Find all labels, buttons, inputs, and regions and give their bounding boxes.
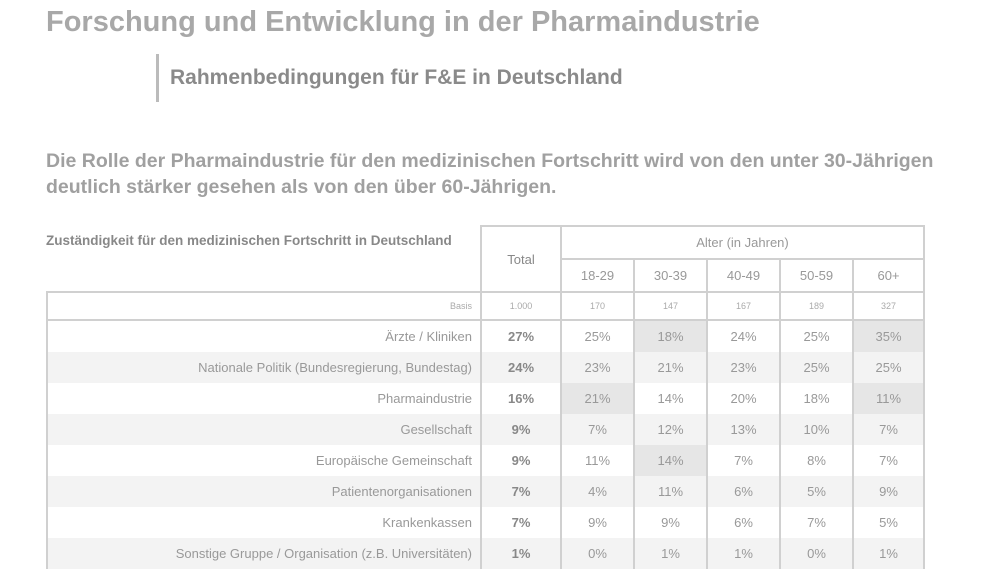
- age-value: 8%: [779, 445, 854, 476]
- table-row: Krankenkassen 7% 9% 9% 6% 7% 5%: [46, 507, 925, 538]
- age-value: 11%: [560, 445, 635, 476]
- age-value: 0%: [560, 538, 635, 569]
- age-value: 6%: [706, 476, 781, 507]
- basis-label: Basis: [46, 291, 482, 321]
- row-label: Gesellschaft: [46, 414, 482, 445]
- age-group-3: 50-59: [779, 258, 854, 293]
- row-label: Ärzte / Kliniken: [46, 320, 482, 352]
- age-value: 25%: [560, 320, 635, 352]
- age-value: 11%: [852, 383, 925, 414]
- age-value: 14%: [633, 445, 708, 476]
- basis-value: 170: [560, 291, 635, 321]
- age-value: 18%: [779, 383, 854, 414]
- age-value: 4%: [560, 476, 635, 507]
- table-row: Europäische Gemeinschaft 9% 11% 14% 7% 8% 7%: [46, 445, 925, 476]
- basis-value: 1.000: [480, 291, 562, 321]
- age-value: 7%: [560, 414, 635, 445]
- row-label: Nationale Politik (Bundesregierung, Bund…: [46, 352, 482, 383]
- age-value: 21%: [560, 383, 635, 414]
- age-value: 11%: [633, 476, 708, 507]
- age-value: 23%: [560, 352, 635, 383]
- age-value: 5%: [852, 507, 925, 538]
- age-value: 0%: [779, 538, 854, 569]
- basis-value: 189: [779, 291, 854, 321]
- age-group-0: 18-29: [560, 258, 635, 293]
- row-label: Sonstige Gruppe / Organisation (z.B. Uni…: [46, 538, 482, 569]
- age-value: 7%: [779, 507, 854, 538]
- total-value: 9%: [480, 445, 562, 476]
- age-value: 1%: [706, 538, 781, 569]
- age-value: 14%: [633, 383, 708, 414]
- age-group-2: 40-49: [706, 258, 781, 293]
- age-value: 25%: [779, 352, 854, 383]
- age-value: 13%: [706, 414, 781, 445]
- total-value: 27%: [480, 320, 562, 352]
- total-value: 7%: [480, 507, 562, 538]
- age-value: 7%: [706, 445, 781, 476]
- total-value: 24%: [480, 352, 562, 383]
- total-value: 9%: [480, 414, 562, 445]
- row-label: Europäische Gemeinschaft: [46, 445, 482, 476]
- question-label: Zuständigkeit für den medizinischen Fort…: [46, 233, 452, 248]
- age-value: 35%: [852, 320, 925, 352]
- age-value: 1%: [852, 538, 925, 569]
- age-value: 6%: [706, 507, 781, 538]
- age-value: 9%: [852, 476, 925, 507]
- age-value: 7%: [852, 414, 925, 445]
- age-value: 20%: [706, 383, 781, 414]
- age-value: 9%: [560, 507, 635, 538]
- subtitle-divider: [156, 54, 159, 102]
- table-row: Ärzte / Kliniken 27% 25% 18% 24% 25% 35%: [46, 320, 925, 352]
- age-group-header: Alter (in Jahren): [560, 225, 925, 260]
- age-value: 25%: [779, 320, 854, 352]
- row-label: Patientenorganisationen: [46, 476, 482, 507]
- age-value: 23%: [706, 352, 781, 383]
- basis-value: 147: [633, 291, 708, 321]
- page-subtitle: Rahmenbedingungen für F&E in Deutschland: [170, 66, 623, 89]
- age-value: 21%: [633, 352, 708, 383]
- total-value: 1%: [480, 538, 562, 569]
- age-value: 5%: [779, 476, 854, 507]
- table-row: Nationale Politik (Bundesregierung, Bund…: [46, 352, 925, 383]
- age-value: 10%: [779, 414, 854, 445]
- table-row: Patientenorganisationen 7% 4% 11% 6% 5% 9%: [46, 476, 925, 507]
- age-group-1: 30-39: [633, 258, 708, 293]
- total-header: Total: [480, 225, 562, 293]
- row-label: Krankenkassen: [46, 507, 482, 538]
- table-row: Pharmaindustrie 16% 21% 14% 20% 18% 11%: [46, 383, 925, 414]
- age-value: 12%: [633, 414, 708, 445]
- table-row: Gesellschaft 9% 7% 12% 13% 10% 7%: [46, 414, 925, 445]
- total-value: 16%: [480, 383, 562, 414]
- age-value: 9%: [633, 507, 708, 538]
- results-table: Total Alter (in Jahren) 18-29 30-39 40-49 5…: [46, 225, 925, 569]
- age-value: 24%: [706, 320, 781, 352]
- basis-value: 327: [852, 291, 925, 321]
- total-value: 7%: [480, 476, 562, 507]
- age-value: 18%: [633, 320, 708, 352]
- row-label: Pharmaindustrie: [46, 383, 482, 414]
- age-value: 1%: [633, 538, 708, 569]
- age-value: 7%: [852, 445, 925, 476]
- basis-value: 167: [706, 291, 781, 321]
- lead-text: Die Rolle der Pharmaindustrie für den me…: [46, 150, 934, 198]
- age-value: 25%: [852, 352, 925, 383]
- table-row: Sonstige Gruppe / Organisation (z.B. Uni…: [46, 538, 925, 569]
- age-group-4: 60+: [852, 258, 925, 293]
- page-title: Forschung und Entwicklung in der Pharmai…: [46, 6, 760, 38]
